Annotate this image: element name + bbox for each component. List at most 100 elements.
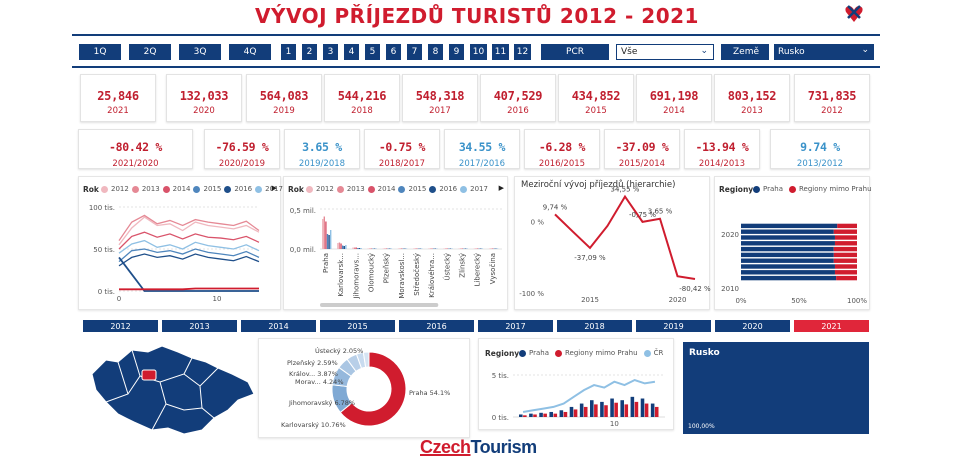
filter-month-11[interactable]: 11 — [492, 44, 509, 60]
bar-2014-11 — [492, 248, 494, 249]
bar-mimo-2017 — [833, 246, 857, 252]
bar-2017-10 — [481, 248, 484, 249]
kpi-year: 2018 — [351, 106, 373, 116]
legend-label: 2015 — [408, 185, 427, 193]
legend-label: 2015 — [203, 185, 222, 193]
kpi-year: 2013 — [741, 106, 763, 116]
x-tick-label: 2015 — [581, 296, 599, 304]
bar-2017-2 — [360, 248, 362, 249]
change-period: 2020/2019 — [218, 159, 266, 169]
map-region-praha[interactable] — [141, 369, 157, 381]
chevron-down-icon: ⌄ — [700, 46, 708, 56]
year-button-2012[interactable]: 2012 — [83, 320, 158, 332]
series-line-2021 — [119, 287, 259, 291]
bar-2016-9 — [464, 248, 467, 249]
yoy-line — [554, 194, 696, 280]
region-bar-chart-panel: Rok 2012 2013 2014 2015 2016 2017 ▶ 0,5 mil. 0… — [283, 176, 508, 310]
bar-praha-2013 — [741, 270, 835, 275]
bar-2016-7 — [434, 248, 436, 249]
legend-label: 2012 — [316, 185, 334, 193]
filter-month-4[interactable]: 4 — [344, 44, 359, 60]
bar-2012-2 — [352, 247, 354, 249]
series-line-2017 — [118, 239, 260, 254]
filter-month-1[interactable]: 1 — [281, 44, 296, 60]
legend-title: Regiony — [719, 185, 754, 194]
filter-month-5[interactable]: 5 — [365, 44, 380, 60]
bar-praha-3 — [539, 412, 543, 417]
year-button-2021[interactable]: 2021 — [794, 320, 869, 332]
bar-praha-14 — [650, 403, 655, 417]
filter-month-9[interactable]: 9 — [449, 44, 464, 60]
bar-praha-2019 — [741, 235, 835, 240]
kpi-value: 434,852 — [571, 89, 621, 103]
year-button-2020[interactable]: 2020 — [715, 320, 790, 332]
kpi-value: 803,152 — [727, 89, 777, 103]
series-line-2014 — [118, 231, 260, 250]
bar-praha-7 — [579, 403, 584, 417]
y-tick-label: 100 tis. — [89, 204, 115, 212]
filter-month-3[interactable]: 3 — [323, 44, 338, 60]
filter-month-8[interactable]: 8 — [428, 44, 443, 60]
bar-mimo-2016 — [833, 252, 857, 258]
legend: Praha Regiony mimo Prahu ČR — [519, 349, 663, 357]
bar-2017-11 — [496, 248, 499, 249]
country-dropdown[interactable]: Rusko ⌄ — [774, 44, 874, 60]
kpi-value: 407,529 — [493, 89, 543, 103]
filter-q2-button[interactable]: 2Q — [129, 44, 171, 60]
bar-mimo-1 — [523, 415, 527, 417]
year-button-2014[interactable]: 2014 — [241, 320, 316, 332]
page-title: VÝVOJ PŘÍJEZDŮ TURISTŮ 2012 - 2021 — [255, 4, 699, 28]
year-button-2013[interactable]: 2013 — [162, 320, 237, 332]
legend-more-arrow-icon[interactable]: ▶ — [498, 184, 504, 192]
year-button-2016[interactable]: 2016 — [399, 320, 474, 332]
czech-map-shape[interactable] — [91, 345, 255, 435]
bar-2014-8 — [446, 248, 448, 249]
bar-mimo-7 — [583, 406, 588, 417]
bar-praha-2021 — [741, 223, 838, 229]
bar-praha-6 — [569, 406, 574, 417]
pcr-dropdown-value: Vše — [621, 47, 638, 57]
country-card-title: Rusko — [689, 348, 720, 358]
x-tick-label: Ústecký — [442, 253, 451, 281]
series-line-cr — [522, 378, 656, 413]
filter-month-10[interactable]: 10 — [470, 44, 487, 60]
year-button-2018[interactable]: 2018 — [557, 320, 632, 332]
filter-month-7[interactable]: 7 — [407, 44, 422, 60]
filter-q3-button[interactable]: 3Q — [179, 44, 221, 60]
legend-label: 2016 — [439, 185, 458, 193]
pcr-dropdown[interactable]: Vše ⌄ — [616, 44, 714, 60]
filter-month-6[interactable]: 6 — [386, 44, 401, 60]
change-card-2014-2013: -13.94 % 2014/2013 — [684, 129, 760, 169]
filter-month-2[interactable]: 2 — [302, 44, 317, 60]
legend-label: 2013 — [346, 185, 365, 193]
filter-month-12[interactable]: 12 — [514, 44, 531, 60]
year-button-2019[interactable]: 2019 — [636, 320, 711, 332]
bar-praha-2016 — [741, 252, 834, 258]
bar-mimo-14 — [654, 406, 659, 417]
series-line-2012 — [118, 216, 260, 246]
legend-more-arrow-icon[interactable]: ▶ — [271, 184, 277, 192]
region-donut-panel: Praha 54.1% Karlovarský 10.76% Jihomoravsk… — [258, 338, 470, 438]
bar-2014-5 — [401, 248, 403, 249]
bar-2015-5 — [402, 248, 405, 249]
data-label: 3,65 % — [648, 208, 673, 216]
year-button-2015[interactable]: 2015 — [320, 320, 395, 332]
legend-dot — [519, 349, 526, 357]
change-card-2015-2014: -37.09 % 2015/2014 — [604, 129, 680, 169]
bar-2013-3 — [369, 248, 371, 249]
bar-mimo-2014 — [834, 264, 857, 269]
kpi-value: 25,846 — [97, 89, 139, 103]
bar-2014-6 — [416, 248, 418, 249]
bar-2013-8 — [444, 248, 447, 249]
filter-q1-button[interactable]: 1Q — [79, 44, 121, 60]
year-button-2017[interactable]: 2017 — [478, 320, 553, 332]
legend-dot — [753, 185, 760, 193]
change-card-2021-2020: -80.42 % 2021/2020 — [78, 129, 193, 169]
x-tick-label: 0% — [735, 297, 746, 305]
change-value: -80.42 % — [109, 140, 162, 154]
legend-label: Praha — [763, 185, 783, 193]
legend-dot — [224, 185, 232, 193]
bar-2012-9 — [458, 248, 460, 249]
filter-q4-button[interactable]: 4Q — [229, 44, 271, 60]
kpi-card-2015: 434,852 2015 — [558, 74, 634, 122]
